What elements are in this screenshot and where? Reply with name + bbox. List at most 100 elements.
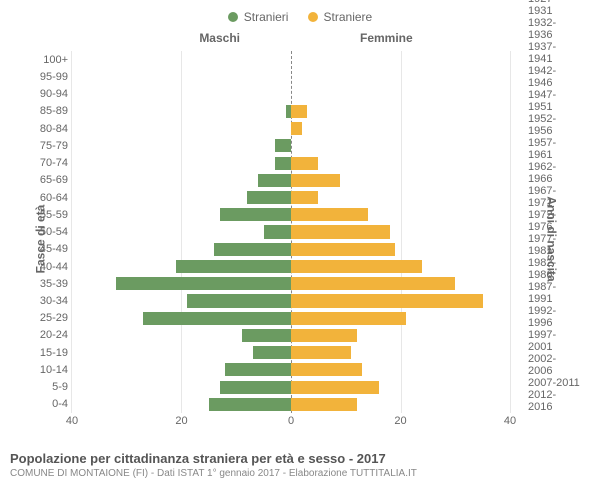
age-label: 75-79 [16, 137, 72, 154]
bar-female [291, 208, 368, 221]
bar-row [72, 103, 510, 120]
age-label: 95-99 [16, 68, 72, 85]
age-label: 0-4 [16, 396, 72, 413]
x-tick-label: 20 [175, 415, 187, 427]
bar-row [72, 396, 510, 413]
year-label: 1927-1931 [524, 0, 580, 17]
bar-male [258, 174, 291, 187]
bar-row [72, 86, 510, 103]
x-tick-label: 20 [394, 415, 406, 427]
bar-male [242, 329, 291, 342]
age-label: 5-9 [16, 379, 72, 396]
age-label: 65-69 [16, 172, 72, 189]
bar-female [291, 363, 362, 376]
age-label: 50-54 [16, 223, 72, 240]
side-title-male: Maschi [199, 31, 240, 45]
bar-rows [72, 51, 510, 413]
bar-row [72, 327, 510, 344]
x-ticks: 402002040 [72, 415, 510, 431]
x-tick-label: 40 [66, 415, 78, 427]
age-label: 25-29 [16, 310, 72, 327]
bar-male [143, 312, 291, 325]
bar-female [291, 294, 483, 307]
year-label: 1977-1981 [524, 233, 580, 257]
bar-row [72, 51, 510, 68]
bar-male [176, 260, 291, 273]
bar-male [220, 208, 291, 221]
bar-male [275, 139, 291, 152]
bar-female [291, 225, 390, 238]
age-label: 55-59 [16, 206, 72, 223]
plot-inner [72, 51, 510, 413]
legend: Stranieri Straniere [10, 8, 590, 29]
bar-row [72, 361, 510, 378]
legend-item-female: Straniere [308, 10, 373, 24]
bar-female [291, 105, 307, 118]
bar-female [291, 398, 357, 411]
bar-female [291, 329, 357, 342]
bar-row [72, 189, 510, 206]
footer: Popolazione per cittadinanza straniera p… [10, 449, 590, 479]
bar-row [72, 258, 510, 275]
year-label: 1947-1951 [524, 89, 580, 113]
legend-label-female: Straniere [324, 10, 373, 24]
bar-male [247, 191, 291, 204]
bar-row [72, 310, 510, 327]
year-label: 1937-1941 [524, 41, 580, 65]
bar-male [214, 243, 291, 256]
age-label: 90-94 [16, 86, 72, 103]
y-right-labels: 2012-20162007-20112002-20061997-20011992… [524, 51, 580, 413]
bar-female [291, 277, 455, 290]
bar-male [220, 381, 291, 394]
chart-area: Maschi Femmine Fasce di età Anni di nasc… [10, 29, 590, 449]
bar-male [116, 277, 291, 290]
age-label: 20-24 [16, 327, 72, 344]
age-label: 30-34 [16, 292, 72, 309]
bar-female [291, 174, 340, 187]
figure-root: Stranieri Straniere Maschi Femmine Fasce… [0, 0, 600, 500]
age-label: 70-74 [16, 154, 72, 171]
year-label: 2002-2006 [524, 353, 580, 377]
bar-male [264, 225, 291, 238]
bar-female [291, 260, 422, 273]
year-label: 1952-1956 [524, 113, 580, 137]
year-label: 2012-2016 [524, 389, 580, 413]
bar-female [291, 381, 379, 394]
grid-line [510, 51, 511, 413]
year-label: 1957-1961 [524, 137, 580, 161]
y-left-labels: 0-45-910-1415-1920-2425-2930-3435-3940-4… [16, 51, 72, 413]
plot [72, 51, 510, 413]
year-label: 1932-1936 [524, 17, 580, 41]
age-label: 60-64 [16, 189, 72, 206]
bar-row [72, 241, 510, 258]
bar-male [209, 398, 291, 411]
age-label: 45-49 [16, 241, 72, 258]
footer-title: Popolazione per cittadinanza straniera p… [10, 451, 590, 466]
legend-label-male: Stranieri [244, 10, 289, 24]
age-label: 40-44 [16, 258, 72, 275]
age-label: 10-14 [16, 361, 72, 378]
bar-row [72, 379, 510, 396]
bar-row [72, 120, 510, 137]
bar-male [275, 157, 291, 170]
year-label: 1942-1946 [524, 65, 580, 89]
bar-female [291, 122, 302, 135]
year-label: 1992-1996 [524, 305, 580, 329]
bar-row [72, 68, 510, 85]
year-label: 2007-2011 [524, 377, 580, 389]
age-label: 80-84 [16, 120, 72, 137]
legend-item-male: Stranieri [228, 10, 289, 24]
bar-male [225, 363, 291, 376]
bar-male [187, 294, 291, 307]
age-label: 35-39 [16, 275, 72, 292]
legend-swatch-female [308, 12, 318, 22]
bar-female [291, 191, 318, 204]
legend-swatch-male [228, 12, 238, 22]
bar-row [72, 137, 510, 154]
age-label: 100+ [16, 51, 72, 68]
year-label: 1982-1986 [524, 257, 580, 281]
year-label: 1962-1966 [524, 161, 580, 185]
side-title-female: Femmine [360, 31, 413, 45]
bar-row [72, 154, 510, 171]
bar-female [291, 243, 395, 256]
